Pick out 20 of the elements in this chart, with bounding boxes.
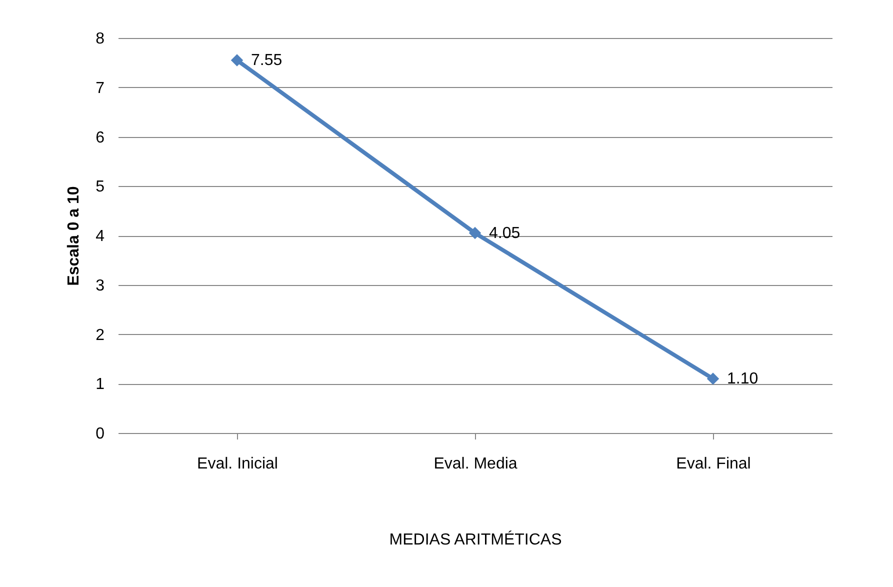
y-tick-label: 1 (96, 376, 105, 394)
y-tick-label: 4 (96, 228, 105, 245)
x-tick-label: Eval. Media (434, 456, 518, 472)
y-tick-label: 0 (96, 426, 105, 442)
point (468, 226, 482, 240)
x-tick-label: Eval. Inicial (197, 456, 278, 472)
y-tick-label: 3 (96, 277, 105, 294)
y-tick-label: 7 (96, 80, 105, 97)
data-label: 4.05 (489, 225, 520, 242)
point (706, 372, 720, 385)
y-tick-label: 8 (96, 30, 105, 48)
x-tick-label: Eval. Final (676, 456, 751, 472)
y-tick-label: 6 (96, 129, 105, 146)
x-axis-title: MEDIAS ARITMÉTICAS (389, 530, 562, 548)
data-label: 7.55 (251, 52, 282, 70)
point (230, 54, 244, 66)
y-tick-label: 5 (96, 178, 105, 196)
data-label: 1.10 (727, 370, 758, 388)
y-tick-label: 2 (96, 326, 105, 344)
y-axis-title: Escala 0 a 10 (66, 186, 83, 286)
